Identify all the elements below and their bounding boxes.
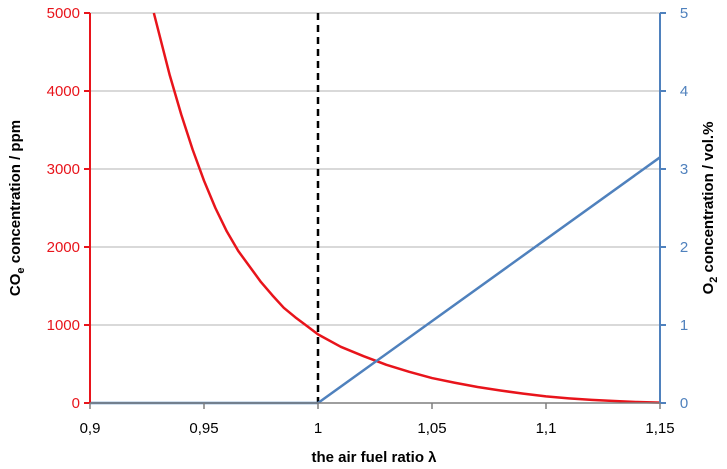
right-tick-label-1: 1 [680, 317, 688, 334]
series-line-0 [152, 12, 661, 404]
left-tick-label-0: 0 [72, 395, 80, 412]
left-tick-label-1: 1000 [47, 317, 80, 334]
axes [84, 12, 666, 409]
right-tick-label-5: 5 [680, 5, 688, 22]
series-group [90, 12, 661, 405]
right-tick-label-2: 2 [680, 239, 688, 256]
right-y-axis-title: O2 concentration / vol.% [700, 122, 720, 295]
right-tick-label-4: 4 [680, 83, 688, 100]
x-tick-label-4: 1,1 [536, 420, 557, 437]
left-tick-label-5: 5000 [47, 5, 80, 22]
right-tick-label-0: 0 [680, 395, 688, 412]
left-tick-label-4: 4000 [47, 83, 80, 100]
x-tick-label-2: 1 [314, 420, 322, 437]
tick-labels: 0 1000 2000 3000 4000 5000 0 1 2 3 4 5 0,9 0,95 1 1,05 1… [47, 5, 689, 437]
right-tick-label-3: 3 [680, 161, 688, 178]
left-tick-label-3: 3000 [47, 161, 80, 178]
series-line-1 [90, 156, 661, 405]
x-tick-label-0: 0,9 [80, 420, 101, 437]
left-tick-label-2: 2000 [47, 239, 80, 256]
gridlines [90, 12, 660, 326]
x-axis-title: the air fuel ratio λ [311, 449, 437, 466]
x-tick-label-5: 1,15 [645, 420, 674, 437]
x-tick-label-1: 0,95 [189, 420, 218, 437]
x-tick-label-3: 1,05 [417, 420, 446, 437]
left-y-axis-title: COe concentration / ppm [7, 120, 27, 296]
